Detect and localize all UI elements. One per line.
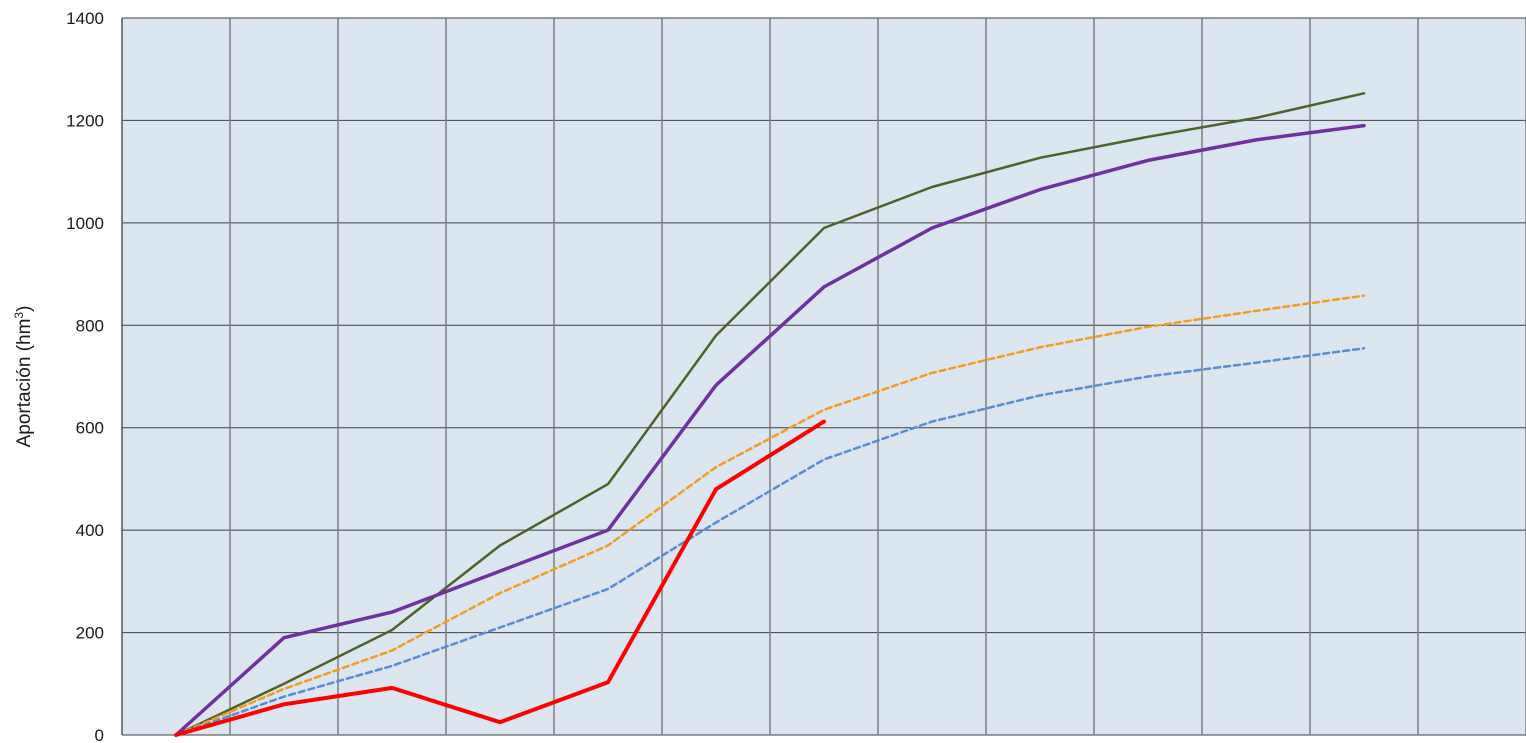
series-line-4 [174, 347, 1366, 737]
y-tick-labels: 0 200 400 600 800 1000 1200 1400 [66, 9, 104, 743]
y-tick-label: 0 [95, 726, 104, 743]
y-axis-title-close: ) [14, 306, 35, 312]
series-line-5 [174, 419, 826, 737]
y-tick-label: 600 [76, 419, 104, 438]
plot-area [122, 18, 1526, 735]
y-tick-label: 200 [76, 624, 104, 643]
gridlines [121, 17, 1526, 736]
y-tick-label: 800 [76, 316, 104, 335]
series-line-3 [174, 294, 1366, 737]
y-tick-label: 400 [76, 521, 104, 540]
y-tick-label: 1200 [66, 111, 104, 130]
series-line-1 [174, 92, 1366, 737]
y-axis-title: Aportación (hm3) [12, 306, 35, 448]
series-line-2 [174, 123, 1366, 737]
y-axis-title-text: Aportación (hm [14, 319, 35, 448]
y-tick-label: 1400 [66, 9, 104, 28]
series-lines [174, 92, 1366, 737]
y-axis-title-superscript: 3 [12, 312, 26, 319]
y-tick-label: 1000 [66, 214, 104, 233]
